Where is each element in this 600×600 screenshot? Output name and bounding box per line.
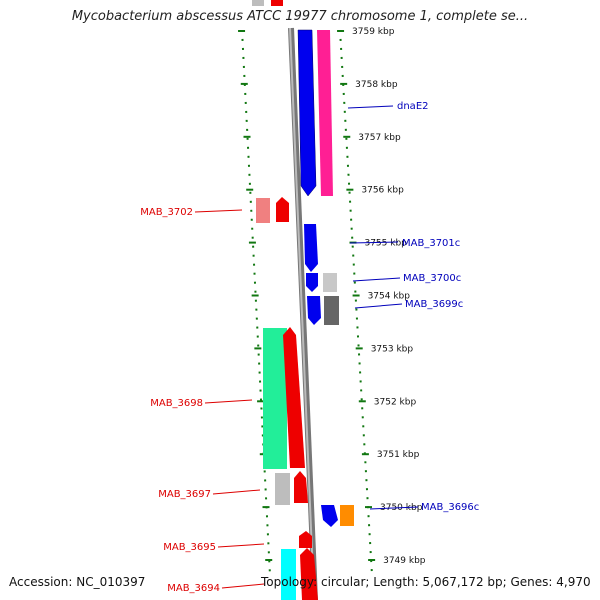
ruler-tick-label: 3752 kbp <box>374 397 417 407</box>
gene-label[interactable]: MAB_3699c <box>405 299 463 310</box>
ruler-tick-label: 3754 kbp <box>368 292 411 302</box>
gene-dnaE2-blue[interactable] <box>297 29 317 197</box>
gene-label[interactable]: MAB_3702 <box>140 207 193 218</box>
gene-label[interactable]: MAB_3695 <box>163 542 216 553</box>
gene-mab3696c-blue[interactable] <box>321 505 338 527</box>
gene-mab3700c-grey[interactable] <box>323 273 337 292</box>
gene-labels-left: MAB_3702 MAB_3698 MAB_3697 MAB_3695 MAB_… <box>140 207 220 594</box>
gene-mab3695-red[interactable] <box>299 531 312 548</box>
gene-label[interactable]: dnaE2 <box>397 101 429 112</box>
gene-mab3698-green[interactable] <box>263 328 287 469</box>
gene-label[interactable]: MAB_3698 <box>150 398 203 409</box>
gene-mab3699c-grey[interactable] <box>324 296 339 325</box>
gene-mab3700c[interactable] <box>306 273 318 292</box>
topology-text: Topology: circular; Length: 5,067,172 bp… <box>261 575 591 589</box>
gene-partial-red[interactable] <box>271 0 283 6</box>
gene-label[interactable]: MAB_3700c <box>403 273 461 284</box>
gene-mab3699c[interactable] <box>307 296 321 325</box>
map-title: Mycobacterium abscessus ATCC 19977 chrom… <box>71 9 529 24</box>
gene-labels-right: dnaE2 MAB_3701c MAB_3700c MAB_3699c MAB_… <box>397 101 479 513</box>
chromosome-backbone-highlight <box>289 27 315 600</box>
gene-mab3701c[interactable] <box>304 224 318 272</box>
gene-mab3702-pink[interactable] <box>256 198 270 223</box>
ruler-line-right <box>339 29 373 576</box>
ruler-tick-label: 3759 kbp <box>352 27 395 37</box>
gene-label[interactable]: MAB_3696c <box>421 502 479 513</box>
ruler-line-left <box>241 29 271 576</box>
ruler-tick-label: 3757 kbp <box>358 133 401 143</box>
gene-mab3697-red[interactable] <box>294 471 308 503</box>
accession-text: Accession: NC_010397 <box>9 575 146 589</box>
gene-mab3696c-orange[interactable] <box>340 505 354 526</box>
gene-mab3698-red[interactable] <box>283 327 305 468</box>
ruler-tick-label: 3755 kbp <box>364 239 407 249</box>
ruler-tick-label: 3749 kbp <box>383 556 426 566</box>
ruler-tick-label: 3753 kbp <box>371 344 414 354</box>
gene-features <box>252 0 354 600</box>
ruler-tick-label: 3758 kbp <box>355 80 398 90</box>
ruler-tick-label: 3751 kbp <box>377 450 420 460</box>
gene-mab3694-cyan[interactable] <box>281 549 296 600</box>
gene-mab3702-red[interactable] <box>276 197 289 222</box>
gene-label[interactable]: MAB_3694 <box>167 583 220 594</box>
gene-dnaE2-pink[interactable] <box>317 30 333 196</box>
label-leader-lines <box>194 105 419 589</box>
gene-partial-grey[interactable] <box>252 0 264 6</box>
gene-mab3694-red[interactable] <box>300 548 318 600</box>
gene-label[interactable]: MAB_3701c <box>402 238 460 249</box>
gene-mab3697-grey[interactable] <box>275 473 290 505</box>
ruler-tick-label: 3756 kbp <box>361 186 404 196</box>
gene-label[interactable]: MAB_3697 <box>158 489 211 500</box>
